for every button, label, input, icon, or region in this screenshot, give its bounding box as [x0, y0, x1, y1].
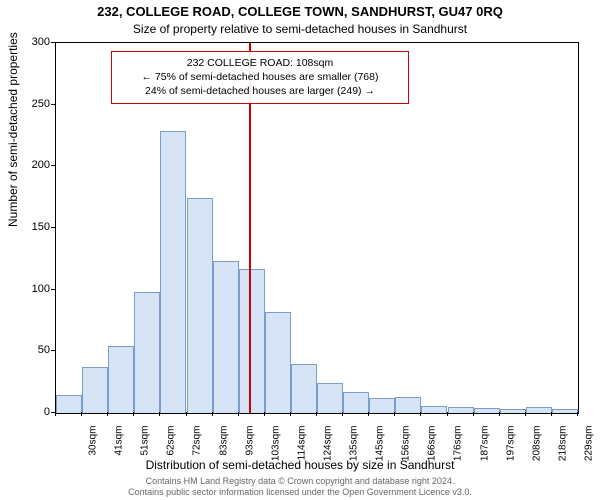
x-tick-mark [342, 412, 343, 416]
x-tick-mark [316, 412, 317, 416]
histogram-bar [213, 261, 239, 413]
footer-attribution: Contains HM Land Registry data © Crown c… [0, 476, 600, 498]
x-tick-mark [186, 412, 187, 416]
chart-title: 232, COLLEGE ROAD, COLLEGE TOWN, SANDHUR… [0, 4, 600, 19]
x-tick-mark [264, 412, 265, 416]
x-axis-label: Distribution of semi-detached houses by … [0, 458, 600, 472]
histogram-bar [500, 409, 526, 413]
histogram-bar [552, 409, 578, 413]
y-tick-mark [51, 289, 55, 290]
histogram-bar [239, 269, 265, 413]
y-tick-mark [51, 165, 55, 166]
histogram-bar [317, 383, 343, 413]
histogram-bar [395, 397, 421, 413]
x-tick-mark [159, 412, 160, 416]
histogram-bar [448, 407, 474, 413]
callout-box: 232 COLLEGE ROAD: 108sqm← 75% of semi-de… [111, 51, 409, 104]
x-tick-mark [577, 412, 578, 416]
histogram-bar [421, 406, 447, 413]
plot-area: 232 COLLEGE ROAD: 108sqm← 75% of semi-de… [55, 42, 579, 414]
histogram-bar [56, 395, 82, 414]
x-tick-mark [238, 412, 239, 416]
histogram-bar [526, 407, 552, 413]
histogram-bar [265, 312, 291, 413]
x-tick-mark [212, 412, 213, 416]
x-tick-mark [525, 412, 526, 416]
x-tick-mark [473, 412, 474, 416]
callout-line-2: ← 75% of semi-detached houses are smalle… [120, 70, 400, 84]
x-tick-mark [368, 412, 369, 416]
histogram-bar [343, 392, 369, 413]
chart-subtitle: Size of property relative to semi-detach… [0, 22, 600, 36]
histogram-bar [82, 367, 108, 413]
y-tick-mark [51, 104, 55, 105]
y-tick-label: 200 [5, 159, 50, 171]
callout-line-1: 232 COLLEGE ROAD: 108sqm [120, 56, 400, 70]
histogram-bar [160, 131, 186, 413]
x-tick-mark [420, 412, 421, 416]
x-tick-mark [133, 412, 134, 416]
histogram-bar [369, 398, 395, 413]
y-tick-label: 50 [5, 344, 50, 356]
histogram-bar [291, 364, 317, 413]
y-tick-label: 0 [5, 406, 50, 418]
y-tick-label: 300 [5, 36, 50, 48]
x-tick-mark [81, 412, 82, 416]
x-tick-mark [55, 412, 56, 416]
property-size-chart: 232, COLLEGE ROAD, COLLEGE TOWN, SANDHUR… [0, 0, 600, 500]
y-tick-label: 100 [5, 283, 50, 295]
x-tick-mark [394, 412, 395, 416]
histogram-bar [187, 198, 213, 413]
y-axis-label: Number of semi-detached properties [6, 32, 20, 227]
x-tick-mark [447, 412, 448, 416]
y-tick-mark [51, 227, 55, 228]
y-tick-label: 250 [5, 98, 50, 110]
histogram-bar [474, 408, 500, 413]
y-tick-mark [51, 42, 55, 43]
y-tick-label: 150 [5, 221, 50, 233]
x-tick-mark [107, 412, 108, 416]
x-tick-mark [551, 412, 552, 416]
callout-line-3: 24% of semi-detached houses are larger (… [120, 84, 400, 98]
histogram-bar [108, 346, 134, 413]
x-tick-mark [290, 412, 291, 416]
y-tick-mark [51, 350, 55, 351]
x-tick-mark [499, 412, 500, 416]
histogram-bar [134, 292, 160, 413]
